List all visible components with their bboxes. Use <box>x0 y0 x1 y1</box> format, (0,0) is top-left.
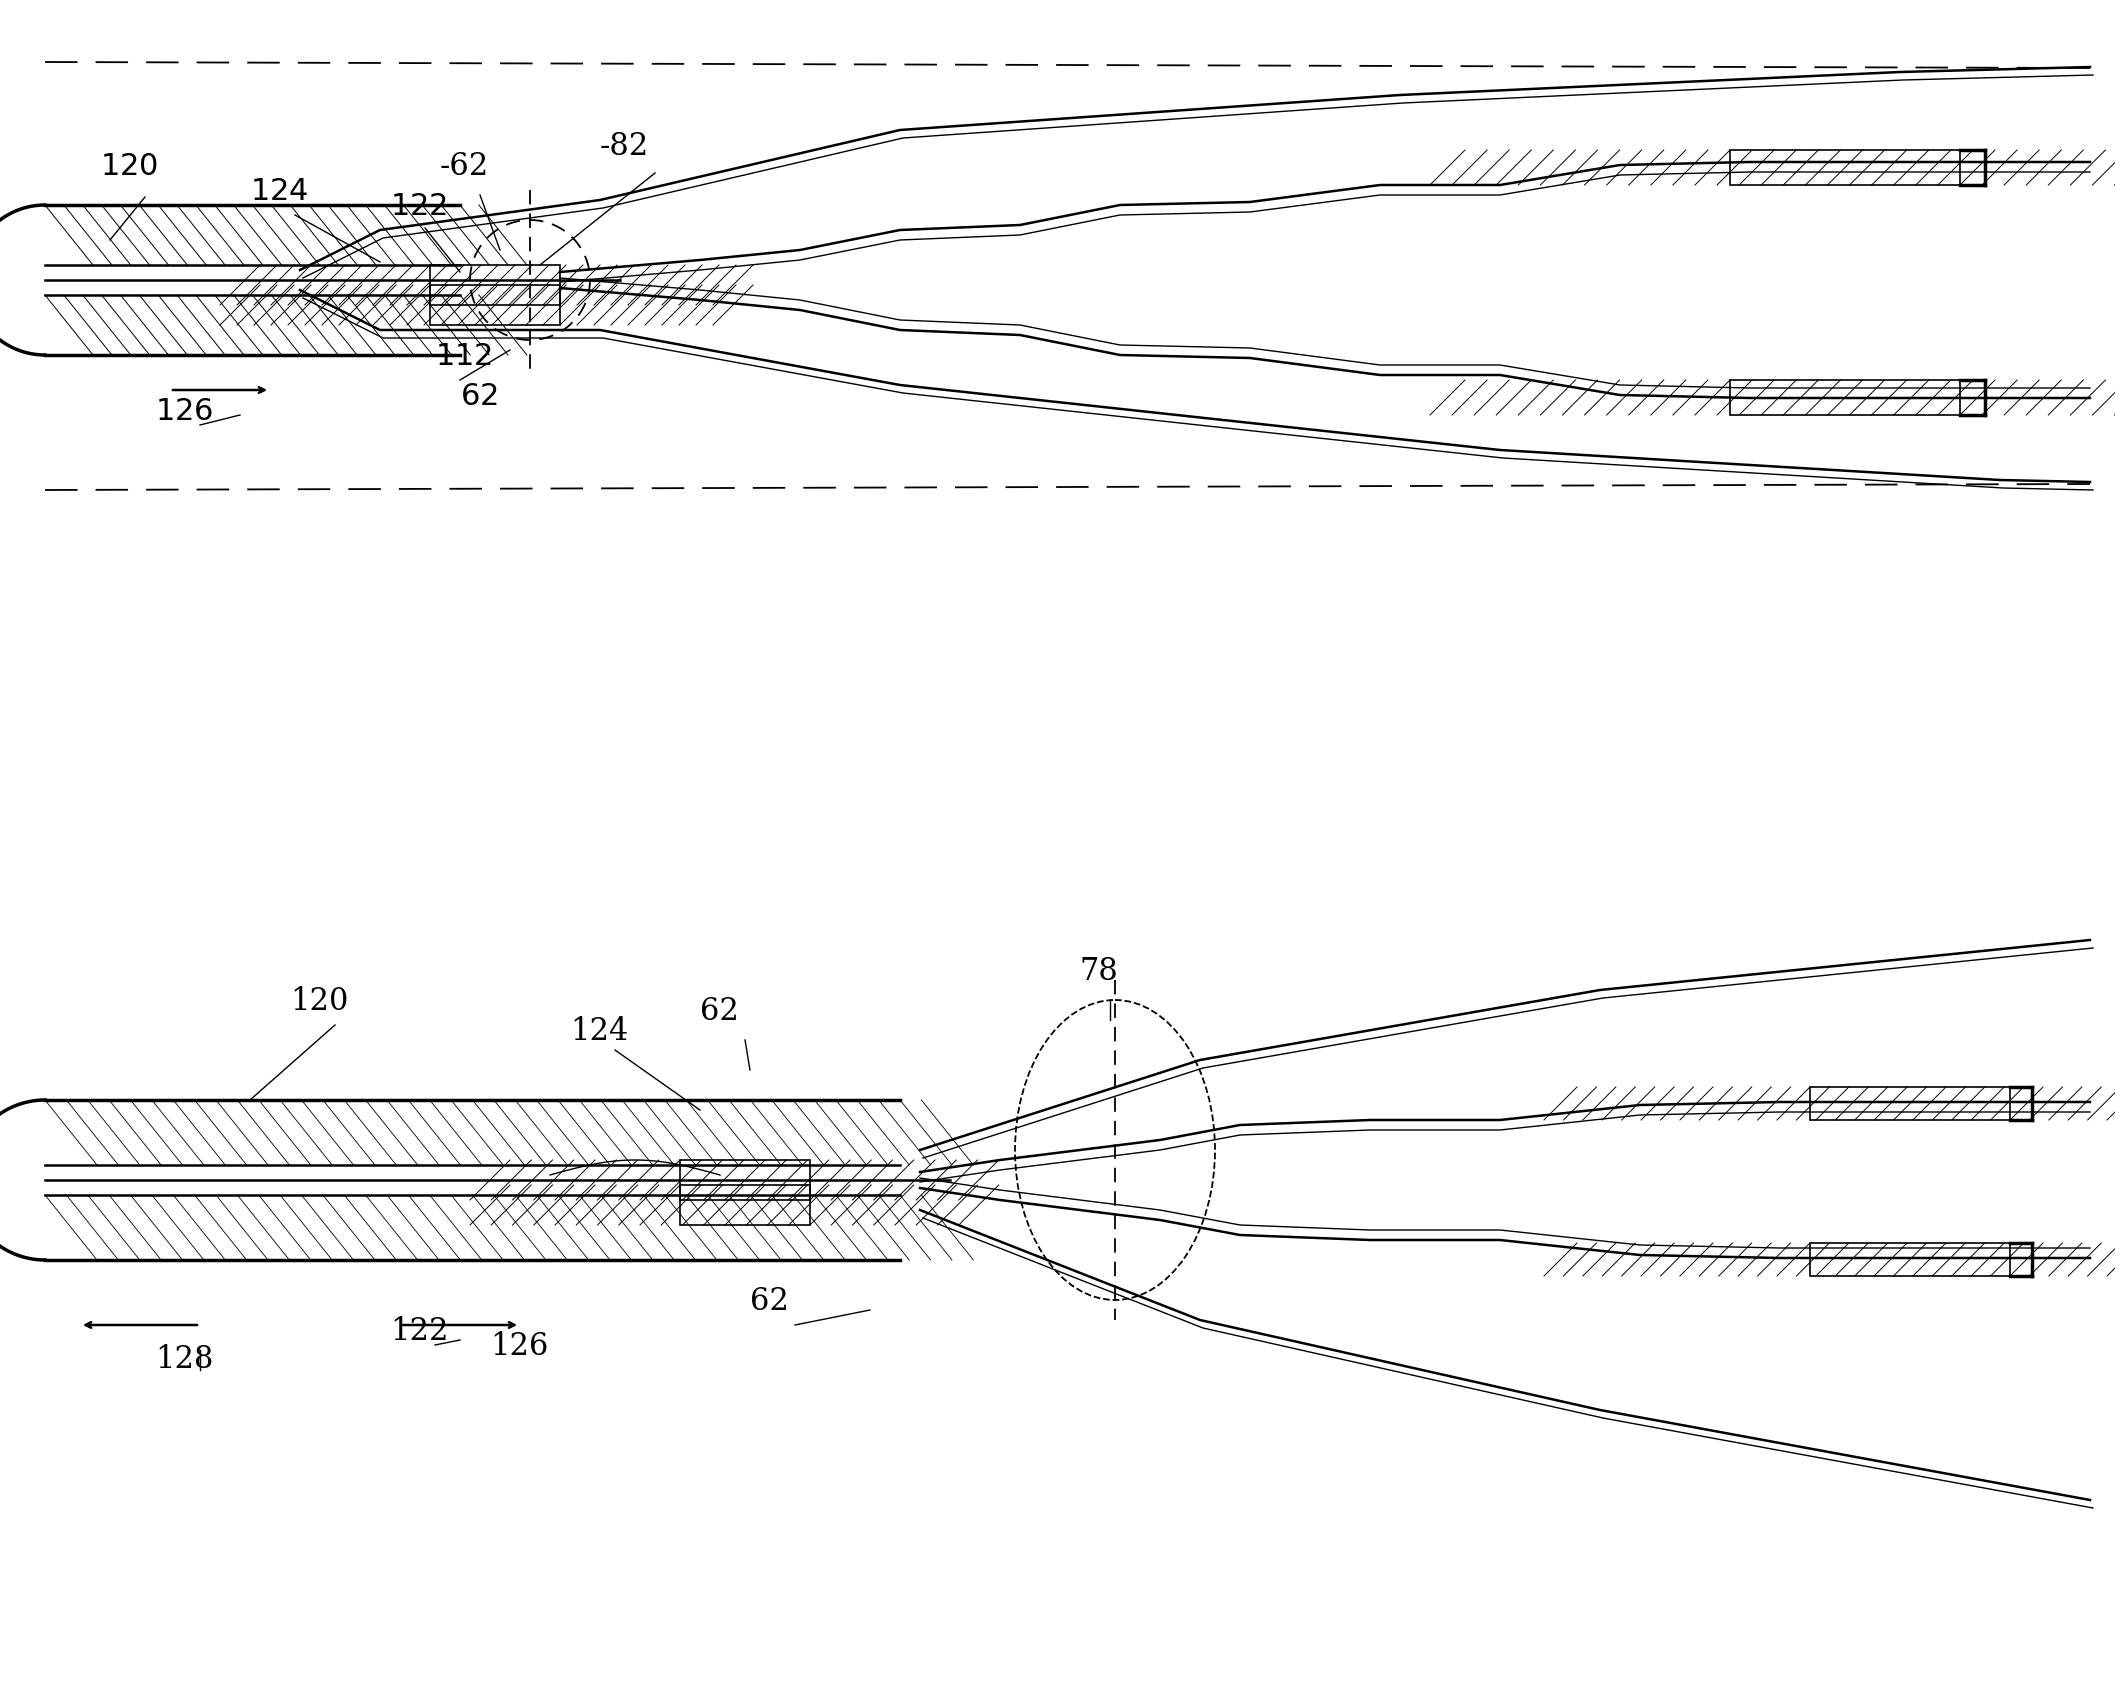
Bar <box>1730 150 1961 185</box>
Bar <box>1810 1243 2009 1276</box>
Text: $\mathsf{112}$: $\mathsf{112}$ <box>436 341 493 373</box>
Bar <box>429 285 560 325</box>
Text: 62: 62 <box>751 1286 789 1317</box>
Text: $\mathsf{126}$: $\mathsf{126}$ <box>154 396 214 427</box>
Text: -82: -82 <box>601 132 649 162</box>
Bar <box>429 265 560 305</box>
Text: 128: 128 <box>154 1344 214 1376</box>
Text: 120: 120 <box>290 986 349 1017</box>
Text: 78: 78 <box>1081 956 1119 986</box>
Text: $\mathsf{124}$: $\mathsf{124}$ <box>250 175 309 207</box>
Text: 126: 126 <box>491 1330 548 1362</box>
Bar <box>1810 1087 2009 1120</box>
Bar <box>681 1185 810 1226</box>
Bar <box>1730 379 1961 415</box>
Text: 122: 122 <box>389 1317 448 1347</box>
Text: 62: 62 <box>700 996 738 1027</box>
Text: $\mathsf{122}$: $\mathsf{122}$ <box>389 191 446 223</box>
Text: $\mathsf{62}$: $\mathsf{62}$ <box>459 381 497 411</box>
Bar <box>681 1160 810 1200</box>
Text: 124: 124 <box>571 1017 628 1047</box>
Text: $\mathsf{120}$: $\mathsf{120}$ <box>99 152 159 182</box>
Text: -62: -62 <box>440 152 489 182</box>
